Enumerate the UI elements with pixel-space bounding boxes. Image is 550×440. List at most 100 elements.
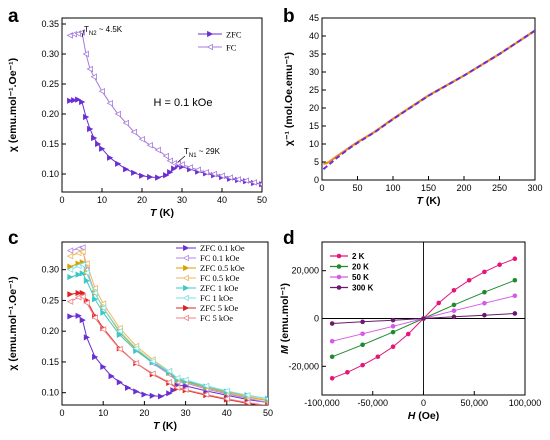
data-point — [390, 323, 396, 329]
plot-frame-c — [61, 241, 269, 406]
legend-marker — [336, 274, 342, 280]
data-point — [157, 393, 165, 400]
x-axis-symbol: T — [150, 207, 158, 219]
series-line-c-0 — [70, 315, 268, 403]
data-point — [91, 134, 98, 142]
y-tick-label: 0 — [314, 314, 319, 324]
data-point — [390, 344, 396, 350]
legend-entry-label: FC — [226, 43, 237, 53]
legend-marker — [336, 253, 342, 259]
y-tick-label: 45 — [309, 13, 319, 23]
series-group-a — [66, 29, 262, 188]
panel-d: -100,000 -50,000 0 50,000 100,000 -20,000 0 20,… — [279, 228, 541, 422]
y-tick-label: -20,000 — [288, 361, 319, 371]
data-point — [67, 313, 74, 320]
y-tick-label: 0.30 — [41, 49, 59, 59]
data-point — [90, 73, 97, 81]
plot-frame-b — [321, 17, 536, 181]
y-axis-label: χ (emu.mol⁻¹.Oe⁻¹) — [7, 276, 19, 370]
x-axis-unit: (K) — [423, 195, 441, 207]
y-axis-label: M (emu.mol⁻¹) — [279, 283, 291, 354]
x-tick-label: 0 — [59, 195, 64, 205]
data-point — [83, 334, 90, 341]
y-axis-unit: (emu.mol⁻¹) — [279, 283, 291, 345]
legend-marker — [207, 30, 214, 38]
x-tick-label: -100,000 — [304, 398, 340, 408]
data-point — [202, 382, 210, 390]
panel-a: 0 10 20 30 40 50 0.10 0.15 0.20 0.25 0.30 0.35 T (K)… — [7, 6, 267, 219]
data-point — [71, 97, 78, 104]
data-point — [95, 140, 102, 148]
data-point — [67, 273, 74, 281]
legend-entry-label: FC 0.1 kOe — [200, 253, 240, 263]
series-line-b-1 — [322, 29, 535, 170]
data-point — [149, 392, 156, 399]
data-point — [147, 173, 154, 181]
legend-entry-label: FC 5 kOe — [200, 313, 233, 323]
x-tick-label: 20 — [139, 408, 149, 418]
y-tick-label: 40 — [309, 31, 319, 41]
legend-marker — [183, 284, 190, 292]
legend-entry-label: 20 K — [352, 263, 369, 272]
data-point — [182, 386, 189, 393]
data-point — [92, 296, 99, 303]
data-point — [167, 169, 174, 176]
legend-marker — [182, 314, 190, 322]
series-line-c-2 — [70, 261, 268, 402]
data-point — [154, 146, 162, 154]
data-point — [421, 316, 426, 321]
y-tick-label: 25 — [309, 85, 319, 95]
data-point — [79, 98, 86, 106]
legend-entry-label: FC 0.5 kOe — [200, 273, 240, 283]
data-point — [243, 391, 251, 399]
data-point — [91, 284, 98, 292]
x-axis-label: T (K) — [417, 195, 441, 207]
data-point — [79, 248, 86, 256]
data-point — [451, 287, 457, 293]
series-group-b — [322, 29, 535, 170]
data-point — [202, 168, 210, 176]
data-point — [194, 166, 202, 174]
data-point — [100, 309, 107, 316]
data-point — [66, 247, 74, 254]
data-point — [451, 308, 457, 314]
data-point — [130, 128, 138, 136]
data-point — [497, 262, 502, 268]
data-point — [116, 327, 123, 335]
legend-entry-label: 50 K — [352, 273, 369, 282]
x-axis-label: H (Oe) — [408, 410, 440, 422]
x-tick-label: 300 — [527, 183, 542, 193]
y-tick-label: 0.10 — [41, 388, 59, 398]
legend-marker — [182, 274, 190, 282]
x-axis-symbol: T — [417, 195, 425, 207]
x-tick-label: 100,000 — [509, 398, 542, 408]
data-point — [482, 289, 487, 295]
data-point — [133, 388, 140, 395]
y-tick-label: 0.30 — [41, 265, 59, 275]
data-point — [482, 300, 487, 306]
data-point — [165, 367, 173, 375]
data-point — [250, 179, 258, 186]
x-axis-unit: (Oe) — [415, 410, 439, 422]
legend-entry-label: ZFC 1 kOe — [200, 283, 238, 293]
data-point — [182, 382, 189, 390]
data-point — [75, 312, 82, 319]
legend-entry-label: ZFC 0.1 kOe — [200, 243, 245, 253]
data-point — [210, 170, 218, 178]
data-point — [360, 331, 365, 337]
tn2-annotation: TN2 ~ 4.5K — [84, 25, 123, 37]
data-point — [75, 271, 82, 278]
data-point — [173, 374, 181, 382]
series-group-c — [66, 244, 268, 405]
legend-marker — [182, 254, 190, 262]
data-point — [186, 164, 194, 171]
data-point — [79, 270, 86, 277]
data-point — [92, 353, 99, 361]
x-tick-label: 200 — [456, 183, 471, 193]
data-point — [79, 293, 86, 300]
data-point — [83, 277, 90, 284]
data-point — [75, 289, 82, 297]
y-tick-label: 35 — [309, 49, 319, 59]
data-point — [132, 359, 140, 367]
